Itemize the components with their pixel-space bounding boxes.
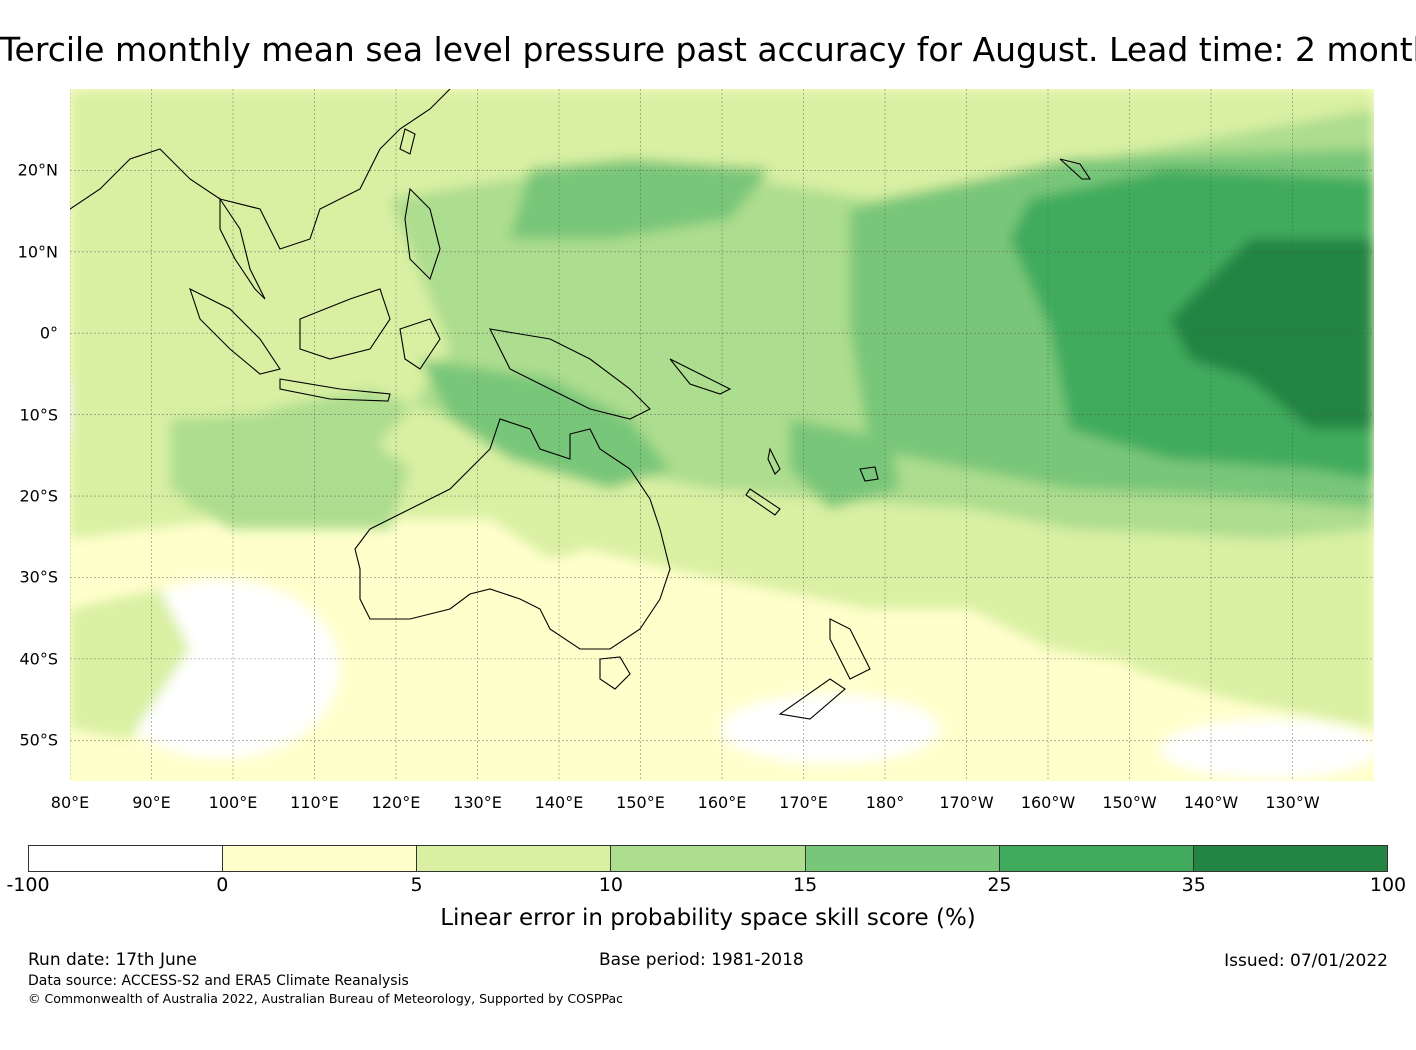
colorbar-label: Linear error in probability space skill … [440, 905, 976, 931]
latitude-label: 20°N [17, 160, 58, 180]
longitude-label: 80°E [50, 793, 90, 812]
issued-date: Issued: 07/01/2022 [1224, 951, 1388, 971]
longitude-label: 150°W [1102, 793, 1157, 812]
data-source: Data source: ACCESS-S2 and ERA5 Climate … [28, 973, 409, 989]
latitude-label: 10°N [17, 242, 58, 262]
colorbar-tick-label: 15 [793, 874, 818, 896]
coastline-vanuatu [767, 447, 781, 475]
skill-region-15-25 [510, 159, 770, 239]
latitude-label: 30°S [19, 567, 58, 587]
coastline-fiji [859, 466, 879, 482]
copyright: © Commonwealth of Australia 2022, Austra… [28, 991, 623, 1006]
longitude-label: 130°E [453, 793, 502, 812]
longitude-label: 140°E [534, 793, 584, 812]
colorbar-segment [223, 846, 418, 871]
skill-region-35-100 [1170, 239, 1374, 429]
longitude-label: 140°W [1183, 793, 1239, 812]
longitude-label: 160°E [697, 793, 747, 812]
colorbar-tick-label: 0 [216, 874, 229, 896]
latitude-label: 20°S [19, 486, 58, 506]
coastline-nz-north [829, 618, 871, 680]
coastline-sulawesi [399, 318, 441, 370]
longitude-label: 180° [865, 793, 905, 812]
longitude-label: 160°W [1020, 793, 1076, 812]
latitude-label: 40°S [19, 649, 58, 669]
map-gridlines [70, 89, 1374, 781]
longitude-label: 120°E [371, 793, 421, 812]
colorbar-tick-label: -100 [6, 874, 50, 896]
coastline-taiwan [399, 128, 416, 155]
longitude-label: 90°E [132, 793, 171, 812]
latitude-label: 50°S [19, 730, 58, 750]
skill-region-negative [1160, 719, 1374, 779]
coastline-sumatra [189, 287, 281, 375]
map-title: Tercile monthly mean sea level pressure … [0, 30, 1416, 69]
colorbar-segment [999, 846, 1194, 871]
colorbar-segment [611, 846, 806, 871]
skill-region-15-25 [420, 359, 670, 489]
colorbar-tick-label: 25 [987, 874, 1012, 896]
colorbar [28, 845, 1388, 872]
skill-region-15-25 [790, 419, 900, 509]
coastlines [70, 89, 1092, 720]
longitude-label: 100°E [208, 793, 258, 812]
colorbar-segment [805, 846, 1000, 871]
colorbar-segment [29, 846, 224, 871]
longitude-label: 170°E [779, 793, 828, 812]
longitude-label: 170°W [939, 793, 994, 812]
colorbar-segment [417, 846, 612, 871]
map-canvas [70, 89, 1374, 781]
base-period: Base period: 1981-2018 [599, 950, 804, 970]
colorbar-tick-label: 5 [410, 874, 423, 896]
coastline-australia [354, 418, 671, 650]
coastline-asia [70, 89, 451, 250]
longitude-label: 130°W [1265, 793, 1320, 812]
longitude-label: 150°E [616, 793, 665, 812]
latitude-label: 10°S [19, 405, 58, 425]
skill-region-negative [720, 694, 940, 764]
coastline-new-guinea [489, 328, 651, 420]
colorbar-tick-label: 100 [1369, 874, 1407, 896]
coastline-new-caledonia [745, 488, 781, 516]
longitude-label: 110°E [290, 793, 339, 812]
colorbar-tick-label: 10 [598, 874, 623, 896]
skill-score-map [70, 89, 1374, 781]
coastline-solomons [669, 358, 732, 395]
colorbar-tick-label: 35 [1181, 874, 1206, 896]
coastline-philippines [404, 187, 441, 281]
coastline-borneo [299, 288, 391, 360]
skill-region-5-10 [70, 589, 190, 739]
coastline-nz-south [778, 678, 846, 720]
colorbar-segment [1193, 846, 1387, 871]
latitude-label: 0° [39, 323, 58, 343]
coastline-malay-peninsula [219, 197, 266, 300]
run-date: Run date: 17th June [28, 950, 197, 970]
coastline-hawaii [1059, 158, 1092, 180]
coastline-java [279, 378, 391, 402]
skill-region-10-15 [170, 409, 410, 529]
coastline-tasmania [599, 656, 631, 690]
